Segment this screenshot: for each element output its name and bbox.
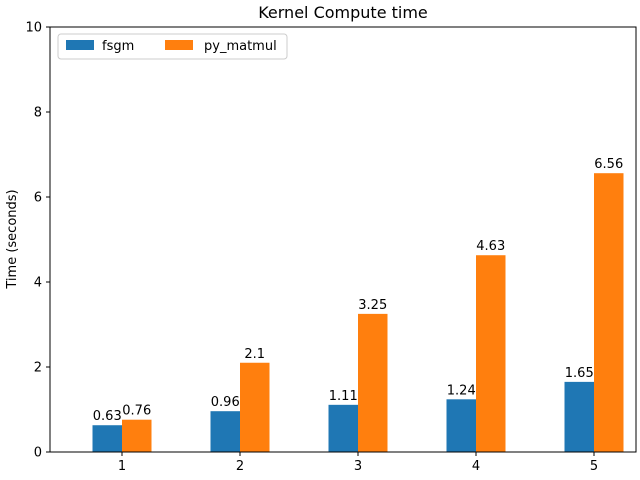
x-tick-label: 1 bbox=[118, 459, 126, 474]
data-label-py-matmul: 0.76 bbox=[122, 404, 151, 419]
data-label-fsgm: 1.65 bbox=[565, 366, 594, 381]
x-tick-label: 2 bbox=[236, 459, 244, 474]
y-tick-label: 4 bbox=[34, 276, 42, 291]
data-label-fsgm: 0.63 bbox=[93, 409, 122, 424]
bar-py-matmul bbox=[594, 173, 624, 452]
chart-title: Kernel Compute time bbox=[258, 3, 428, 22]
y-tick-label: 10 bbox=[25, 21, 42, 36]
data-label-fsgm: 0.96 bbox=[211, 395, 240, 410]
bar-py-matmul bbox=[240, 362, 270, 452]
legend-label-fsgm: fsgm bbox=[102, 39, 134, 54]
legend-swatch-py-matmul bbox=[165, 40, 193, 50]
bar-py-matmul bbox=[358, 313, 388, 452]
y-tick-label: 0 bbox=[34, 446, 42, 461]
y-axis-label: Time (seconds) bbox=[5, 189, 20, 289]
bar-fsgm bbox=[446, 399, 476, 452]
x-tick-label: 4 bbox=[472, 459, 480, 474]
bar-fsgm bbox=[210, 411, 240, 452]
data-label-fsgm: 1.24 bbox=[447, 383, 476, 398]
bar-py-matmul bbox=[476, 255, 506, 452]
bar-fsgm bbox=[92, 425, 122, 452]
data-label-py-matmul: 4.63 bbox=[476, 239, 505, 254]
legend-label-py-matmul: py_matmul bbox=[204, 39, 277, 54]
x-tick-label: 3 bbox=[354, 459, 362, 474]
data-label-fsgm: 1.11 bbox=[329, 389, 358, 404]
data-label-py-matmul: 2.1 bbox=[244, 347, 265, 362]
y-tick-label: 6 bbox=[34, 191, 42, 206]
data-label-py-matmul: 3.25 bbox=[358, 298, 387, 313]
legend-swatch-fsgm bbox=[66, 40, 94, 50]
bar-fsgm bbox=[564, 381, 594, 452]
legend: fsgm py_matmul bbox=[57, 33, 288, 60]
bar-py-matmul bbox=[122, 419, 152, 452]
bar-fsgm bbox=[328, 404, 358, 452]
y-tick-label: 2 bbox=[34, 361, 42, 376]
plot-frame bbox=[49, 26, 637, 453]
x-tick-label: 5 bbox=[590, 459, 598, 474]
data-label-py-matmul: 6.56 bbox=[594, 157, 623, 172]
y-tick-label: 8 bbox=[34, 106, 42, 121]
